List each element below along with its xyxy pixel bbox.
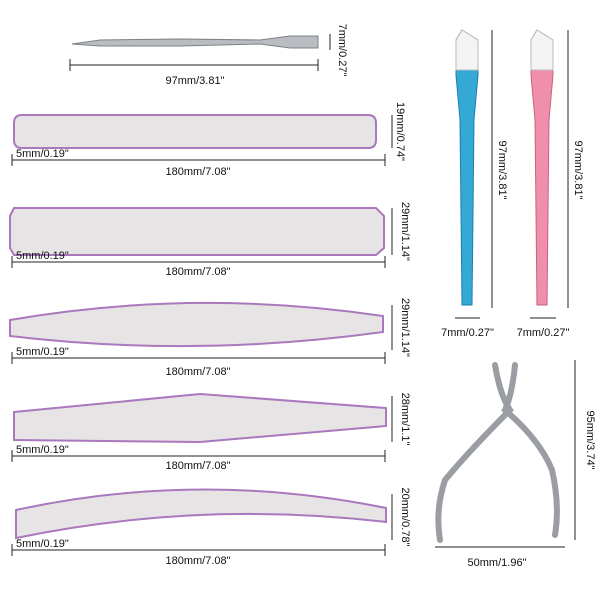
nail-file bbox=[9, 207, 385, 256]
dimension-label: 180mm/7.08" bbox=[165, 266, 230, 278]
pink-stick bbox=[530, 29, 554, 306]
dimension-label: 180mm/7.08" bbox=[165, 166, 230, 178]
stick-tip bbox=[530, 29, 554, 71]
dimension-label: 50mm/1.96" bbox=[468, 557, 527, 569]
dimension-label: 180mm/7.08" bbox=[165, 460, 230, 472]
metal-pusher bbox=[71, 35, 319, 49]
dimension-label: 5mm/0.19" bbox=[16, 538, 69, 550]
dimension-label: 97mm/3.81" bbox=[496, 141, 508, 200]
nail-file bbox=[13, 392, 387, 444]
dimension-label: 5mm/0.19" bbox=[16, 444, 69, 456]
dimension-label: 7mm/0.27" bbox=[441, 327, 494, 339]
nail-file bbox=[15, 488, 387, 540]
dimension-label: 5mm/0.19" bbox=[16, 250, 69, 262]
dimension-label: 97mm/3.81" bbox=[166, 75, 225, 87]
dimension-label: 28mm/1.1" bbox=[399, 393, 411, 446]
dimension-label: 29mm/1.14" bbox=[399, 202, 411, 261]
dimension-label: 95mm/3.74" bbox=[584, 411, 596, 470]
dimension-label: 19mm/0.74" bbox=[394, 102, 406, 161]
dimension-label: 7mm/0.27" bbox=[336, 24, 348, 77]
dimension-label: 20mm/0.78" bbox=[399, 488, 411, 547]
nail-file bbox=[9, 301, 384, 348]
dimension-label: 5mm/0.19" bbox=[16, 346, 69, 358]
dimension-label: 97mm/3.81" bbox=[572, 141, 584, 200]
dimension-label: 5mm/0.19" bbox=[16, 148, 69, 160]
dimension-label: 180mm/7.08" bbox=[165, 555, 230, 567]
cuticle-nipper bbox=[435, 362, 560, 543]
dimension-label: 7mm/0.27" bbox=[517, 327, 570, 339]
dimension-label: 180mm/7.08" bbox=[165, 366, 230, 378]
dimension-label: 29mm/1.14" bbox=[399, 298, 411, 357]
stick-tip bbox=[455, 29, 479, 71]
nail-file bbox=[13, 114, 377, 149]
blue-stick bbox=[455, 29, 479, 306]
